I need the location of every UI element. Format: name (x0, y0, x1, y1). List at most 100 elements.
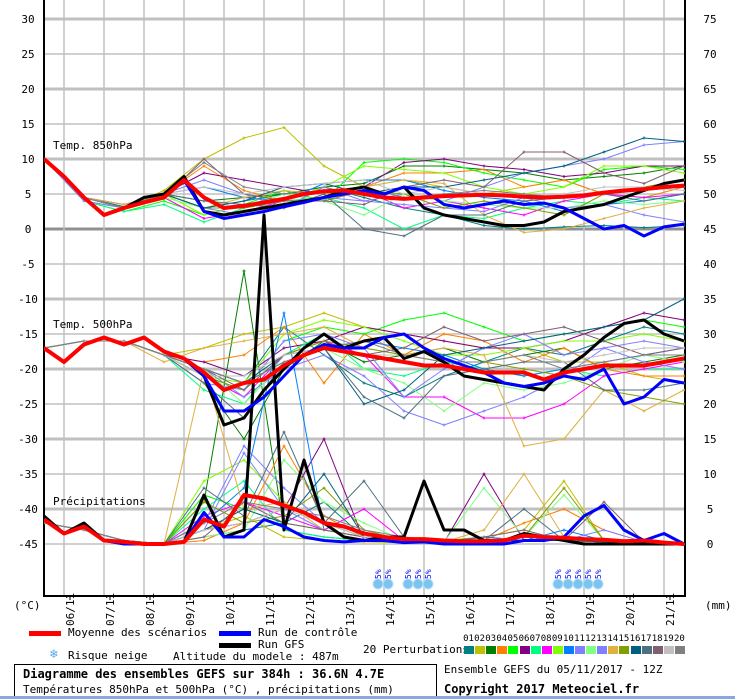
data-point (642, 374, 646, 378)
data-point (402, 161, 406, 164)
legend-control-swatch (219, 631, 251, 636)
control-t500 (44, 332, 685, 413)
data-point (122, 210, 126, 213)
data-point (402, 227, 406, 231)
data-point (402, 346, 406, 350)
snow-risk-pct: 5% (564, 569, 573, 579)
run-info: Ensemble GEFS du 05/11/2017 - 12Z (444, 663, 663, 676)
snow-risk-pct: 5% (594, 569, 603, 579)
data-point (602, 224, 606, 227)
data-point (282, 458, 286, 462)
data-point (682, 360, 685, 364)
data-point (562, 528, 566, 532)
snow-risk-pct: 5% (554, 569, 563, 579)
x-tick-label: 11/11 (264, 593, 277, 626)
data-point (282, 444, 286, 448)
x-tick-label: 20/11 (624, 593, 637, 626)
data-point (362, 196, 366, 199)
data-point (362, 178, 366, 182)
data-point (282, 353, 286, 357)
right-tick-label: 5 (707, 503, 714, 516)
left-axis-ticks: 30 25 20 15 10 5 0 -5 -10 -15 -20 -25 -30 -35 -40 -45 (18, 13, 38, 551)
data-point (362, 367, 366, 371)
data-point (482, 360, 486, 364)
data-point (562, 199, 566, 203)
data-point (562, 227, 566, 231)
data-point (522, 353, 526, 357)
legend-gfs-label: Run GFS (258, 638, 305, 651)
data-point (482, 199, 486, 203)
right-tick-label: 40 (703, 258, 716, 271)
data-point (282, 126, 286, 129)
perturbation-swatch (475, 646, 486, 654)
perturbation-number: 17 (640, 634, 652, 644)
data-point (242, 269, 246, 273)
title-box: Diagramme des ensembles GEFS sur 384h : … (14, 664, 437, 698)
data-point (522, 374, 526, 378)
data-point (162, 199, 166, 203)
data-point (362, 535, 366, 539)
legend-perturbations-label: 20 Perturbations (363, 643, 469, 656)
data-point (482, 353, 486, 357)
perturbation-number: 05 (507, 634, 519, 644)
data-point (482, 217, 486, 220)
data-point (402, 178, 406, 182)
data-point (402, 157, 406, 161)
left-tick-label: 10 (21, 153, 34, 166)
data-point (442, 182, 446, 185)
data-point (282, 332, 286, 336)
data-point (562, 402, 566, 406)
snow-risk-markers: 5% 5% 5% 5% 5% 5% 5% 5% 5% 5% (372, 569, 604, 590)
data-point (402, 416, 406, 420)
data-point (402, 409, 406, 413)
data-point (602, 164, 606, 168)
data-point (322, 437, 326, 441)
data-point (242, 402, 246, 406)
data-point (442, 157, 446, 161)
data-point (202, 178, 206, 182)
data-point (322, 486, 326, 490)
data-point (642, 325, 646, 329)
grid (43, 0, 686, 597)
right-tick-label: 60 (703, 118, 716, 131)
data-point (362, 507, 366, 511)
data-point (82, 528, 86, 532)
data-point (162, 203, 166, 206)
bottom-border (0, 696, 735, 699)
snow-risk-pct: 5% (374, 569, 383, 579)
right-tick-label: 20 (703, 398, 716, 411)
data-point (642, 164, 646, 168)
data-point (442, 199, 446, 203)
data-point (562, 185, 566, 189)
data-point (522, 395, 526, 399)
data-point (642, 332, 646, 336)
x-tick-label: 12/11 (304, 593, 317, 626)
data-point (522, 206, 526, 210)
data-point (602, 217, 606, 220)
data-point (402, 168, 406, 171)
data-point (642, 367, 646, 371)
left-tick-label: 30 (21, 13, 34, 26)
data-point (122, 203, 126, 206)
snowflake-icon (412, 578, 424, 590)
perturbation-swatch (586, 646, 597, 654)
x-tick-label: 06/11 (64, 593, 77, 626)
data-point (162, 360, 166, 364)
data-point (202, 539, 206, 542)
perturbation-number: 15 (618, 634, 630, 644)
left-tick-label: -20 (18, 363, 38, 376)
data-point (242, 444, 246, 448)
right-tick-label: 55 (703, 153, 716, 166)
perturbation-number: 19 (662, 634, 674, 644)
right-tick-label: 0 (707, 538, 714, 551)
data-point (562, 353, 566, 357)
data-point (482, 409, 486, 413)
data-point (242, 395, 246, 399)
x-axis-date-labels: 06/11 07/11 08/11 09/11 10/11 11/11 12/11 13/11… (64, 593, 677, 626)
data-point (642, 360, 646, 364)
x-tick-label: 17/11 (504, 593, 517, 626)
data-point (602, 325, 606, 329)
right-tick-label: 75 (703, 13, 716, 26)
perturbation-swatch (486, 646, 497, 654)
